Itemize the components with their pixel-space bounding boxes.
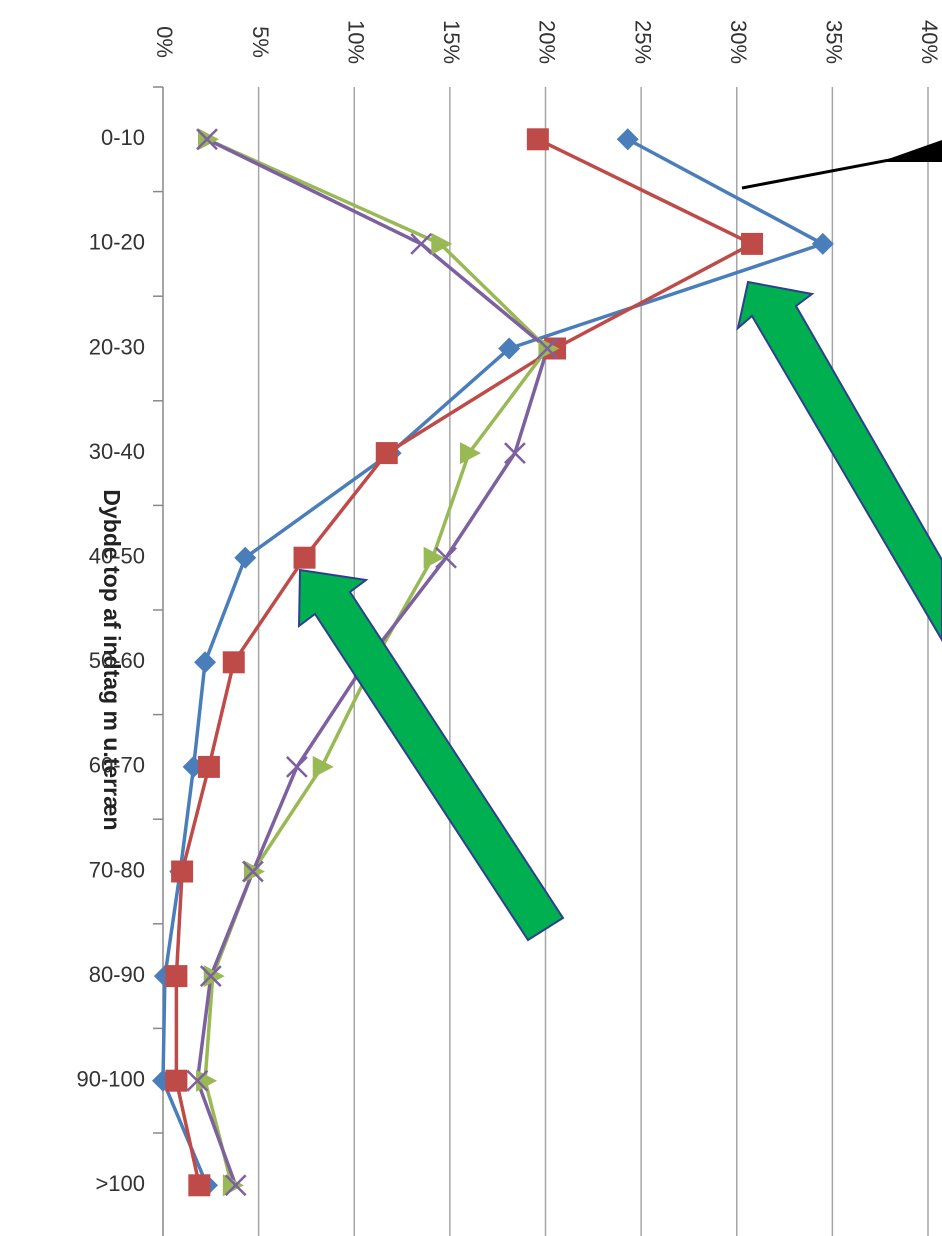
- y-tick-label: 30-40: [89, 439, 145, 464]
- y-tick-label: 40-50: [89, 544, 145, 569]
- x-tick-label: 10%: [343, 20, 368, 64]
- marker: [186, 1069, 209, 1092]
- marker: [410, 233, 433, 255]
- x-tick-label: 25%: [630, 20, 655, 64]
- marker: [431, 232, 453, 255]
- x-tick-label: 20%: [535, 20, 560, 64]
- marker: [165, 965, 188, 988]
- green-arrow: [297, 568, 565, 942]
- marker: [188, 1174, 211, 1197]
- y-tick-label: 10-20: [89, 230, 145, 255]
- green-arrow: [736, 280, 942, 642]
- marker: [526, 128, 549, 151]
- marker: [194, 651, 217, 674]
- marker: [741, 232, 764, 255]
- marker: [811, 232, 834, 255]
- marker: [504, 442, 526, 464]
- x-tick-label: 35%: [822, 20, 847, 64]
- marker: [199, 965, 222, 987]
- y-tick-label: >100: [95, 1171, 145, 1196]
- y-axis-title: Dybde top af indtag m u.terræn: [99, 489, 125, 830]
- marker: [196, 128, 218, 151]
- marker: [285, 756, 308, 778]
- x-tick-label: 0%: [152, 26, 177, 58]
- marker: [312, 755, 334, 778]
- marker: [203, 965, 225, 988]
- marker: [536, 337, 559, 360]
- x-tick-label: 40%: [917, 20, 942, 64]
- annotations: [297, 140, 942, 942]
- y-tick-label: 60-70: [89, 753, 145, 778]
- y-tick-label: 90-100: [76, 1067, 145, 1092]
- y-tick-label: 50-60: [89, 648, 145, 673]
- y-tick-label: 80-90: [89, 962, 145, 987]
- marker: [171, 860, 194, 883]
- marker: [460, 442, 481, 465]
- marker: [293, 546, 316, 569]
- marker: [242, 860, 264, 883]
- y-tick-label: 20-30: [89, 334, 145, 359]
- x-tick-label: 30%: [726, 20, 751, 64]
- marker: [222, 1174, 244, 1197]
- x-tick-label: 5%: [248, 26, 273, 58]
- y-tick-label: 70-80: [89, 857, 145, 882]
- marker: [498, 337, 521, 360]
- marker: [616, 128, 639, 151]
- marker: [375, 442, 398, 465]
- pointer-head: [880, 140, 942, 162]
- marker: [224, 1174, 247, 1197]
- marker: [197, 755, 220, 778]
- marker: [423, 546, 445, 569]
- marker: [165, 1069, 188, 1092]
- x-tick-label: 15%: [439, 20, 464, 64]
- marker: [234, 546, 257, 569]
- y-tick-label: 0-10: [101, 125, 145, 150]
- plot-area: 0% 5% 10% 15% 20% 25% 30% 35% 40% 0-10 10-20 20-30 3…: [76, 20, 942, 1236]
- marker: [435, 546, 457, 569]
- marker: [222, 651, 245, 674]
